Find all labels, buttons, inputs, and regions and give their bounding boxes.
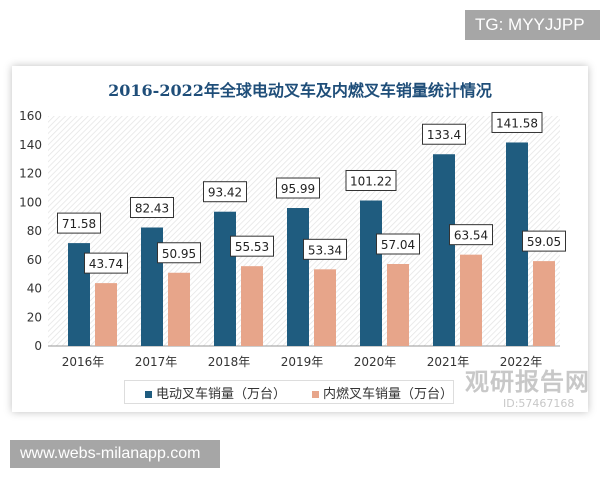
data-label: 43.74 [89,257,123,271]
data-label: 133.4 [427,128,461,142]
data-label: 57.04 [381,238,415,252]
data-label-box [276,177,320,199]
bar-combustion [314,269,336,346]
data-label: 101.22 [350,174,392,188]
bar-electric [360,200,382,346]
chart-title: 2016-2022年全球电动叉车及内燃叉车销量统计情况 [108,81,492,100]
legend-swatch [312,390,319,398]
data-label: 50.95 [162,247,196,261]
data-label-box [130,197,174,219]
data-label-box [84,252,128,274]
data-label: 59.05 [527,235,561,249]
data-label-box [522,230,566,252]
x-tick-label: 2020年 [354,355,397,369]
y-tick-label: 100 [19,195,42,209]
bar-combustion [533,261,555,346]
top-badge: TG: MYYJJPP [465,10,600,40]
bar-combustion [241,266,263,346]
bar-combustion [387,264,409,346]
x-tick-label: 2016年 [62,355,105,369]
data-label: 95.99 [281,182,315,196]
data-label-box [157,242,201,264]
y-tick-label: 80 [27,224,42,238]
y-tick-label: 40 [27,282,42,296]
data-label-box [230,235,274,257]
x-tick-label: 2017年 [135,355,178,369]
bar-electric [287,208,309,346]
data-label-box [422,123,466,145]
bar-electric [506,142,528,346]
data-label: 93.42 [208,186,242,200]
x-tick-label: 2018年 [208,355,251,369]
y-tick-label: 0 [34,339,42,353]
x-tick-label: 2022年 [500,355,543,369]
data-label: 71.58 [62,217,96,231]
y-tick-label: 120 [19,167,42,181]
data-label-box [203,181,247,203]
data-label-box [345,169,397,191]
x-tick-label: 2021年 [427,355,470,369]
y-tick-label: 20 [27,310,42,324]
legend: 电动叉车销量（万台） 内燃叉车销量（万台） [124,380,454,404]
data-label: 53.34 [308,243,342,257]
data-label: 55.53 [235,240,269,254]
legend-item-combustion: 内燃叉车销量（万台） [312,383,453,402]
data-label-box [57,212,101,234]
bar-electric [214,211,236,346]
data-label-box [303,238,347,260]
data-label-box [449,224,493,246]
bar-combustion [168,272,190,346]
data-label-box [376,233,420,255]
y-tick-label: 60 [27,253,42,267]
data-label: 82.43 [135,202,169,216]
y-tick-label: 160 [19,109,42,123]
bottom-badge: www.webs-milanapp.com [10,440,220,468]
watermark-logo: 观研报告网 ID:57467168 [465,368,590,410]
bar-combustion [460,254,482,346]
data-label-box [491,111,543,133]
bar-combustion [95,283,117,346]
x-tick-label: 2019年 [281,355,324,369]
y-tick-label: 140 [19,138,42,152]
legend-swatch [145,390,152,398]
data-label: 141.58 [496,116,538,130]
data-label: 63.54 [454,229,488,243]
bar-electric [433,154,455,346]
legend-item-electric: 电动叉车销量（万台） [145,383,286,402]
